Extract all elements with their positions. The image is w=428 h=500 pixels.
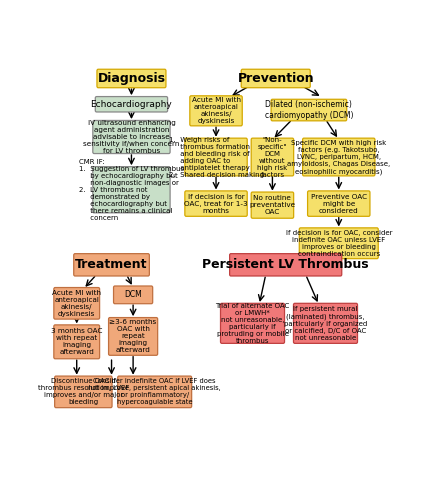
- FancyBboxPatch shape: [251, 192, 294, 218]
- Text: CMR IF:
1.  Suggestion of LV thrombus
     by echocardiography but
     non-diag: CMR IF: 1. Suggestion of LV thrombus by …: [79, 158, 184, 220]
- Text: Trial of alternate OAC
or LMWH*
not unreasonable,
particularly if
protruding or : Trial of alternate OAC or LMWH* not unre…: [215, 303, 290, 344]
- Text: Persistent LV Thrombus: Persistent LV Thrombus: [202, 258, 369, 272]
- Text: 1.  Weigh risks of
     thrombus formation
     and bleeding risk of
     adding: 1. Weigh risks of thrombus formation and…: [169, 136, 264, 177]
- FancyBboxPatch shape: [118, 376, 192, 408]
- FancyBboxPatch shape: [294, 304, 357, 344]
- FancyBboxPatch shape: [113, 286, 153, 304]
- FancyBboxPatch shape: [303, 138, 375, 176]
- Text: If decision is for
OAC, treat for 1-3
months: If decision is for OAC, treat for 1-3 mo…: [184, 194, 248, 214]
- FancyBboxPatch shape: [54, 288, 100, 319]
- Text: Echocardiography: Echocardiography: [91, 100, 172, 109]
- Text: Discontinue OAC if
thrombus resolution, LVEF
improves and/or major
bleeding: Discontinue OAC if thrombus resolution, …: [38, 378, 129, 406]
- FancyBboxPatch shape: [93, 120, 170, 154]
- FancyBboxPatch shape: [54, 325, 100, 359]
- Text: Preventive OAC
might be
considered: Preventive OAC might be considered: [311, 194, 367, 214]
- FancyBboxPatch shape: [55, 376, 112, 408]
- Text: Specific DCM with high risk
factors (e.g. Takotsubo,
LVNC, peripartum, HCM,
amyl: Specific DCM with high risk factors (e.g…: [287, 140, 390, 174]
- FancyBboxPatch shape: [185, 138, 247, 176]
- FancyBboxPatch shape: [74, 254, 149, 276]
- FancyBboxPatch shape: [93, 166, 170, 213]
- Text: IV ultrasound enhancing
agent administration
advisable to increase
sensitivity i: IV ultrasound enhancing agent administra…: [83, 120, 180, 154]
- FancyBboxPatch shape: [230, 254, 342, 276]
- FancyBboxPatch shape: [241, 69, 310, 87]
- Text: Treatment: Treatment: [75, 258, 148, 272]
- FancyBboxPatch shape: [97, 69, 166, 87]
- FancyBboxPatch shape: [308, 191, 370, 216]
- Text: No routine
preventative
OAC: No routine preventative OAC: [250, 195, 295, 215]
- FancyBboxPatch shape: [299, 228, 378, 258]
- Text: Acute MI with
anteroapical
akinesis/
dyskinesis: Acute MI with anteroapical akinesis/ dys…: [192, 98, 241, 124]
- Text: "Non-
specific"
DCM
without
high risk
factors: "Non- specific" DCM without high risk fa…: [257, 136, 288, 177]
- Text: Dilated (non-ischemic)
cardiomyopathy (DCM): Dilated (non-ischemic) cardiomyopathy (D…: [265, 100, 353, 119]
- FancyBboxPatch shape: [185, 191, 247, 216]
- FancyBboxPatch shape: [190, 96, 242, 126]
- Text: Diagnosis: Diagnosis: [98, 72, 166, 85]
- Text: Consider indefinite OAC if LVEF does
not improve, persistent apical akinesis,
or: Consider indefinite OAC if LVEF does not…: [88, 378, 221, 406]
- FancyBboxPatch shape: [251, 138, 294, 176]
- FancyBboxPatch shape: [95, 96, 168, 112]
- Text: Acute MI with
anteroapical
akinesis/
dyskinesis: Acute MI with anteroapical akinesis/ dys…: [52, 290, 101, 317]
- FancyBboxPatch shape: [220, 304, 285, 344]
- FancyBboxPatch shape: [271, 100, 347, 121]
- Text: 3 months OAC
with repeat
imaging
afterward: 3 months OAC with repeat imaging afterwa…: [51, 328, 102, 355]
- Text: Prevention: Prevention: [238, 72, 314, 85]
- Text: DCM: DCM: [124, 290, 142, 300]
- Text: If decision is for OAC, consider
indefinite OAC unless LVEF
improves or bleeding: If decision is for OAC, consider indefin…: [285, 230, 392, 257]
- Text: If persistent mural
(laminated) thrombus,
particularly if organized
or calcified: If persistent mural (laminated) thrombus…: [284, 306, 367, 340]
- Text: ≥3-6 months
OAC with
repeat
imaging
afterward: ≥3-6 months OAC with repeat imaging afte…: [110, 320, 157, 354]
- FancyBboxPatch shape: [109, 318, 158, 356]
